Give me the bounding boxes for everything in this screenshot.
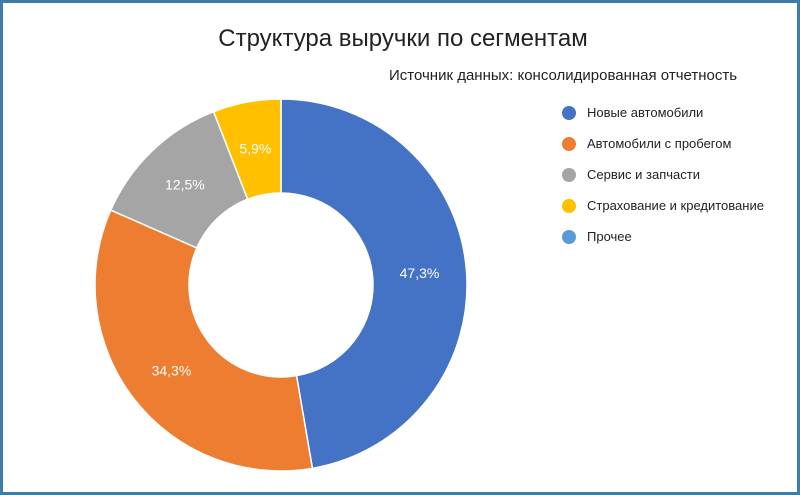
legend-item: Прочее: [562, 221, 764, 252]
legend-item: Сервис и запчасти: [562, 159, 764, 190]
slice-labels: 47,3% 34,3% 12,5% 5,9%: [152, 140, 440, 378]
legend-label: Автомобили с пробегом: [587, 136, 732, 151]
donut-slice: [280, 98, 468, 470]
legend-label: Новые автомобили: [587, 105, 704, 120]
legend-item: Новые автомобили: [562, 97, 764, 128]
legend-swatch: [562, 198, 576, 213]
chart-subtitle: Источник данных: консолидированная отчет…: [389, 67, 738, 84]
legend-swatch: [562, 167, 576, 182]
legend-item: Автомобили с пробегом: [562, 128, 764, 159]
slice-value-label: 34,3%: [152, 363, 192, 379]
slice-value-label: 5,9%: [239, 140, 271, 156]
legend-label: Прочее: [587, 229, 632, 244]
chart-legend: Новые автомобили Автомобили с пробегом Сер…: [562, 97, 764, 252]
slice-value-label: 47,3%: [400, 265, 440, 281]
legend-label: Страхование и кредитование: [587, 198, 764, 213]
slice-value-label: 12,5%: [165, 177, 205, 193]
donut-slices: [94, 98, 468, 472]
donut-slice: [212, 98, 282, 201]
legend-label: Сервис и запчасти: [587, 167, 700, 182]
chart-title: Структура выручки по сегментам: [218, 25, 588, 52]
donut-slice: [94, 209, 314, 472]
legend-swatch: [562, 229, 576, 244]
legend-swatch: [562, 136, 576, 151]
legend-item: Страхование и кредитование: [562, 190, 764, 221]
legend-swatch: [562, 105, 576, 120]
